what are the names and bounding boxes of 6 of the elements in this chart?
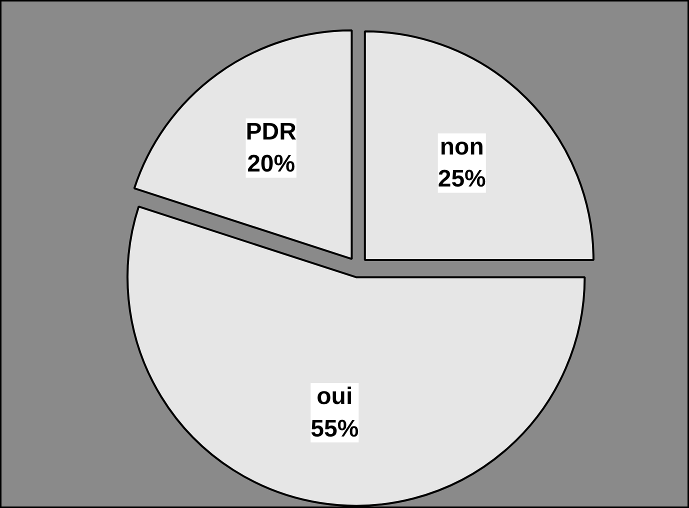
slice-label: non: [440, 133, 484, 160]
data-label: 25%: [438, 166, 486, 193]
slice-label: PDR: [246, 118, 296, 146]
slice-label: oui: [316, 383, 353, 410]
data-label: 55%: [310, 415, 359, 442]
data-label: 20%: [247, 150, 296, 178]
